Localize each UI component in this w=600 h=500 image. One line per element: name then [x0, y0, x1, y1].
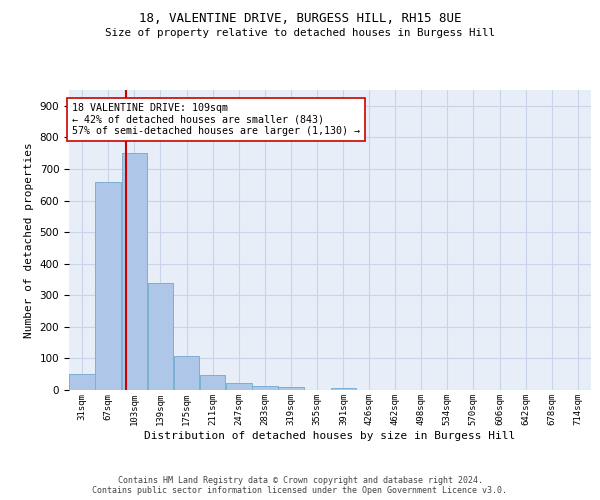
Text: 18 VALENTINE DRIVE: 109sqm
← 42% of detached houses are smaller (843)
57% of sem: 18 VALENTINE DRIVE: 109sqm ← 42% of deta… [72, 102, 360, 136]
Bar [122, 153, 147, 390]
Bar [95, 182, 121, 390]
Y-axis label: Number of detached properties: Number of detached properties [24, 142, 34, 338]
Bar [200, 375, 226, 390]
Bar [148, 282, 173, 390]
Bar [253, 386, 278, 390]
Bar [70, 374, 95, 390]
Bar [226, 383, 251, 390]
Text: Contains HM Land Registry data © Crown copyright and database right 2024.
Contai: Contains HM Land Registry data © Crown c… [92, 476, 508, 495]
Bar [278, 388, 304, 390]
Bar [174, 356, 199, 390]
Text: 18, VALENTINE DRIVE, BURGESS HILL, RH15 8UE: 18, VALENTINE DRIVE, BURGESS HILL, RH15 … [139, 12, 461, 26]
Bar [331, 388, 356, 390]
Text: Size of property relative to detached houses in Burgess Hill: Size of property relative to detached ho… [105, 28, 495, 38]
X-axis label: Distribution of detached houses by size in Burgess Hill: Distribution of detached houses by size … [145, 430, 515, 440]
